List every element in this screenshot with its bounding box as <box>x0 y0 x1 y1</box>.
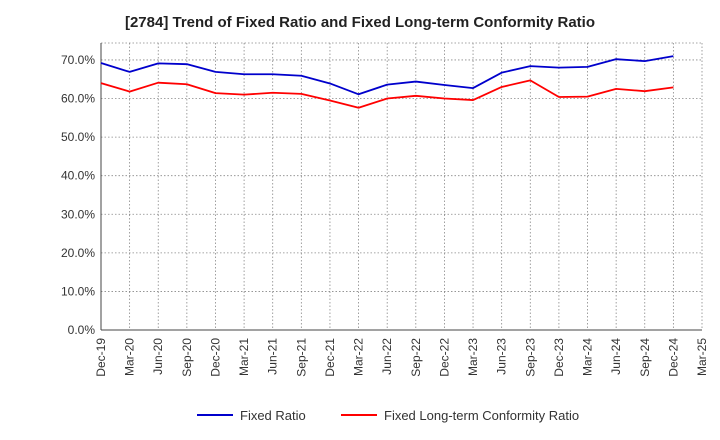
axes: 0.0% 10.0% 20.0% 30.0% 40.0% 50.0% 60.0% 70.0% D… <box>61 43 709 377</box>
y-tick-label: 40.0% <box>61 169 95 183</box>
x-tick-label: Sep-22 <box>409 338 423 377</box>
legend-label-1: Fixed Long-term Conformity Ratio <box>384 408 579 423</box>
grid <box>101 42 703 330</box>
series-lines <box>100 55 674 109</box>
x-tick-label: Sep-23 <box>523 338 537 377</box>
series-line-0 <box>100 55 674 96</box>
x-tick-label: Dec-19 <box>94 338 108 377</box>
y-tick-label: 50.0% <box>61 130 95 144</box>
y-tick-label: 70.0% <box>61 53 95 67</box>
legend-label-0: Fixed Ratio <box>240 408 306 423</box>
chart-title: [2784] Trend of Fixed Ratio and Fixed Lo… <box>124 14 596 31</box>
x-tick-label: Mar-25 <box>695 338 709 376</box>
y-tick-label: 10.0% <box>61 284 95 298</box>
x-tick-label: Dec-24 <box>666 338 680 377</box>
x-tick-label: Mar-22 <box>352 338 366 376</box>
plot-area <box>101 43 702 330</box>
x-tick-label: Mar-21 <box>237 338 251 376</box>
x-tick-label: Sep-21 <box>294 338 308 377</box>
x-tick-label: Jun-21 <box>266 338 280 375</box>
x-tick-label: Jun-23 <box>495 338 509 375</box>
x-tick-label: Dec-22 <box>437 338 451 377</box>
x-tick-label: Sep-20 <box>180 338 194 377</box>
x-tick-label: Sep-24 <box>638 338 652 377</box>
y-tick-label: 30.0% <box>61 207 95 221</box>
y-tick-label: 0.0% <box>68 323 96 337</box>
legend: Fixed Ratio Fixed Long-term Conformity Ra… <box>197 408 579 423</box>
series-line-1 <box>100 79 674 109</box>
x-tick-label: Jun-20 <box>151 338 165 375</box>
x-tick-label: Dec-23 <box>552 338 566 377</box>
x-tick-label: Mar-20 <box>123 338 137 376</box>
x-tick-label: Dec-20 <box>208 338 222 377</box>
x-tick-label: Mar-23 <box>466 338 480 376</box>
y-tick-label: 60.0% <box>61 92 95 106</box>
x-tick-label: Dec-21 <box>323 338 337 377</box>
y-tick-label: 20.0% <box>61 246 95 260</box>
x-tick-label: Mar-24 <box>581 338 595 376</box>
x-tick-label: Jun-22 <box>380 338 394 375</box>
x-tick-label: Jun-24 <box>609 338 623 375</box>
